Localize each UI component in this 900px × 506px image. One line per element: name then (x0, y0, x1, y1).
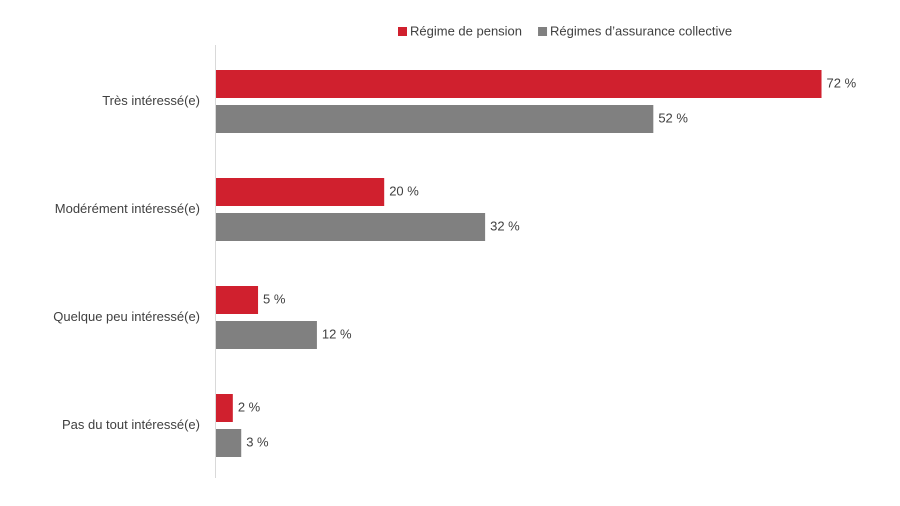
bar (216, 178, 385, 206)
value-label: 20 % (389, 183, 419, 198)
value-label: 3 % (246, 434, 269, 449)
value-label: 12 % (322, 326, 352, 341)
category-label: Quelque peu intéressé(e) (53, 309, 200, 324)
category-label: Très intéressé(e) (102, 93, 200, 108)
bar (216, 105, 654, 133)
value-label: 52 % (658, 110, 688, 125)
bar (216, 70, 822, 98)
legend-swatch (398, 27, 407, 36)
category-label: Pas du tout intéressé(e) (62, 417, 200, 432)
value-label: 72 % (827, 75, 857, 90)
category-label: Modérément intéressé(e) (55, 201, 200, 216)
value-label: 2 % (238, 399, 261, 414)
legend-label: Régimes d’assurance collective (550, 23, 732, 38)
bar (216, 286, 259, 314)
legend-swatch (538, 27, 548, 36)
value-label: 5 % (263, 291, 286, 306)
bar (216, 213, 486, 241)
bar (216, 429, 242, 457)
bar (216, 321, 317, 349)
legend-label: Régime de pension (410, 23, 522, 38)
bar (216, 394, 233, 422)
value-label: 32 % (490, 218, 520, 233)
